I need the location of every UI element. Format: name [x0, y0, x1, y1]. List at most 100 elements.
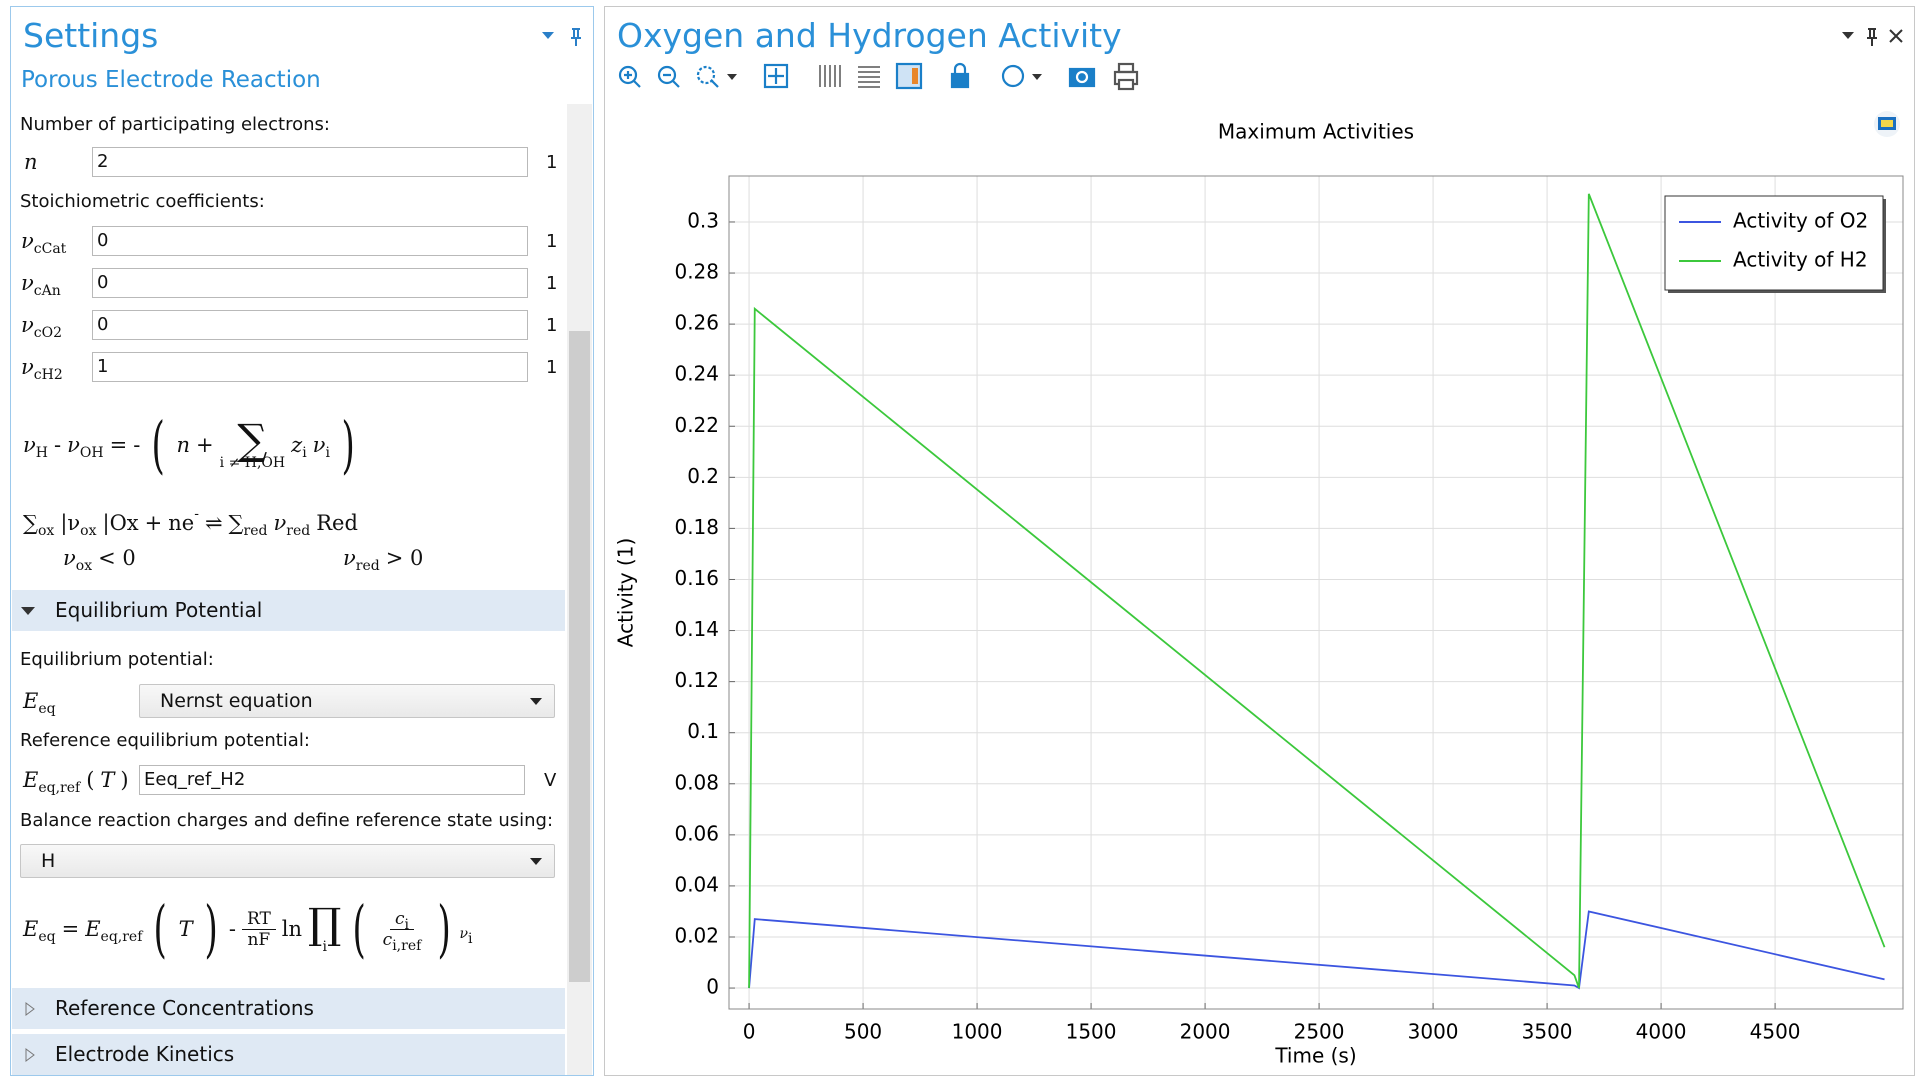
math-token: ν cAn [21, 271, 61, 299]
math-token: + [196, 433, 214, 457]
chart-title: Maximum Activities [1218, 120, 1414, 144]
section-title: Reference Concentrations [55, 996, 314, 1020]
x-tick-label: 1000 [952, 1020, 1003, 1044]
math-symbol: z [291, 433, 303, 457]
math-token: - [54, 433, 61, 457]
scrollbar-thumb[interactable] [569, 331, 590, 982]
math-sub: cO2 [33, 325, 63, 341]
expand-arrow[interactable] [24, 1048, 36, 1062]
math-token: ν cCat [21, 229, 66, 257]
snapshot[interactable] [1068, 67, 1096, 88]
math-sup: - [194, 506, 199, 522]
y-tick-label: 0.28 [674, 260, 719, 284]
math-sub: eq,ref [38, 780, 81, 796]
field-label: Balance reaction charges and define refe… [20, 810, 554, 831]
math-symbol: ν [21, 313, 34, 337]
legend-box [1664, 195, 1884, 291]
legend-toggle[interactable] [895, 62, 923, 90]
math-token: ∏ i [308, 903, 341, 956]
math-token: ∑ ox [23, 511, 54, 539]
section-header[interactable]: Electrode Kinetics [12, 1034, 565, 1075]
math-symbol: ν [21, 271, 34, 295]
pin-icon[interactable] [1867, 28, 1877, 46]
math-token: ∑ red [228, 511, 268, 539]
text-input[interactable]: 0 [92, 268, 528, 298]
dropdown[interactable]: H [20, 844, 555, 878]
y-tick-label: 0.02 [674, 923, 719, 947]
grid-toggle[interactable] [819, 65, 880, 88]
zoom-box[interactable] [696, 65, 737, 88]
math-token: ) ν i [432, 898, 475, 960]
menu-arrow[interactable] [542, 32, 554, 39]
menu-arrow[interactable] [1842, 32, 1854, 39]
math-token: = [62, 917, 80, 941]
symbol: ν cH2 [18, 350, 66, 384]
math-symbol: Red [316, 511, 358, 535]
lock[interactable] [950, 62, 970, 89]
math-token: |ν ox [60, 511, 96, 539]
math-symbol: n [176, 433, 191, 457]
math-symbol: |Ox [102, 511, 139, 535]
toolbar [618, 62, 1139, 91]
math-symbol: ( [151, 408, 166, 481]
dropdown[interactable]: Nernst equation [139, 684, 555, 718]
data-line [748, 193, 1886, 989]
math-symbol: ∑ [23, 511, 38, 535]
math-sub: i [302, 445, 307, 461]
pin-icon[interactable] [571, 28, 581, 46]
math-symbol: ∑ [228, 511, 244, 535]
plot-settings-button[interactable] [1872, 110, 1902, 138]
text-input[interactable]: 0 [92, 226, 528, 256]
math-sub: red [243, 523, 268, 539]
math-symbol: T [178, 917, 193, 941]
reaction-equation: ∑ ox |ν ox |Ox + ne - ⇌ ∑ red ν red Red [20, 503, 361, 543]
math-row: ∏ [308, 903, 341, 945]
expand-arrow[interactable] [20, 605, 36, 617]
render[interactable] [1001, 64, 1042, 88]
legend-label: Activity of O2 [1733, 209, 1868, 233]
window-controls[interactable] [1840, 26, 1910, 50]
section-header[interactable]: Reference Concentrations [12, 988, 565, 1029]
zoom-extents[interactable] [763, 63, 789, 89]
print[interactable] [1113, 62, 1139, 91]
math-token: |Ox [103, 511, 139, 535]
zoom-in[interactable] [618, 65, 641, 88]
math-symbol: RT [246, 908, 271, 929]
y-tick-label: 0 [706, 975, 719, 999]
text-input[interactable]: Eeq_ref_H2 [139, 765, 525, 795]
text-input[interactable]: 0 [92, 310, 528, 340]
panel-subtitle: Porous Electrode Reaction [21, 67, 321, 93]
unit: 1 [546, 357, 558, 378]
math-symbol: E [23, 917, 39, 941]
text-input[interactable]: 2 [92, 147, 528, 177]
math-sub: i [468, 931, 473, 947]
data-line [748, 910, 1885, 990]
section-header[interactable]: Equilibrium Potential [12, 590, 565, 631]
math-token: ne - [168, 506, 199, 535]
math-sub: red [286, 523, 311, 539]
text-input[interactable]: 1 [92, 352, 528, 382]
reaction-condition: ν red > 0 [340, 541, 426, 575]
close-icon[interactable] [1889, 29, 1903, 43]
math-symbol: c [394, 908, 405, 929]
math-token: > 0 [386, 546, 424, 570]
expand-arrow[interactable] [24, 1002, 36, 1016]
math-sub: ox [75, 558, 93, 574]
math-token: ν red [274, 511, 311, 539]
zoom-out[interactable] [657, 65, 680, 88]
dropdown-value: H [41, 850, 56, 872]
math-token: ( [146, 414, 170, 476]
math-symbol: ln [281, 917, 303, 941]
math-under: i [322, 939, 327, 955]
math-symbol: < 0 [98, 546, 136, 570]
y-tick-label: 0.14 [674, 617, 719, 641]
panel-controls[interactable] [540, 26, 590, 50]
settings-panel [10, 6, 594, 1076]
section-title: Equilibrium Potential [55, 598, 263, 622]
